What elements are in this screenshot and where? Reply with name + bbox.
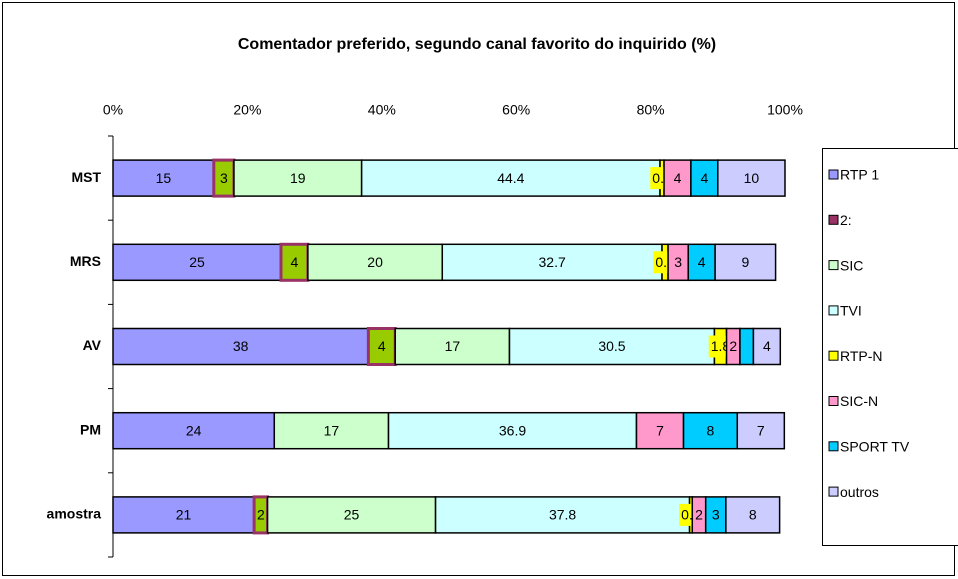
bar-segment — [717, 159, 786, 197]
data-label: 4 — [674, 170, 682, 186]
legend-label: 2: — [840, 212, 852, 228]
bar-segment — [687, 243, 716, 282]
y-tick-label: AV — [83, 337, 102, 353]
x-tick-label: 60% — [502, 102, 530, 118]
data-label: 8 — [749, 507, 757, 523]
data-label: 8 — [707, 422, 715, 438]
data-label: 21 — [176, 507, 192, 523]
data-label: 2 — [257, 507, 265, 523]
legend-swatch — [828, 396, 839, 406]
bar-segment — [714, 243, 777, 282]
x-tick-label: 40% — [368, 102, 396, 118]
bar-segment — [736, 411, 786, 450]
bar-segment — [682, 411, 739, 450]
bar-segment — [441, 243, 663, 282]
data-label: 3 — [220, 170, 228, 186]
legend-label: TVI — [840, 303, 862, 319]
x-tick-label: 80% — [637, 102, 665, 118]
data-label: 4 — [291, 254, 299, 270]
data-label: 32.7 — [539, 254, 566, 270]
data-label: 20 — [367, 254, 383, 270]
bar-segment — [434, 496, 691, 534]
legend-swatch — [828, 214, 839, 225]
data-label: 7 — [757, 422, 765, 438]
data-label: 3 — [674, 254, 682, 270]
bar-segment — [725, 496, 781, 534]
legend-label: outros — [840, 484, 879, 500]
data-label: 44.4 — [497, 170, 524, 186]
data-label: 30.5 — [598, 338, 625, 354]
y-tick-label: MST — [71, 169, 101, 185]
y-tick-label: PM — [80, 421, 101, 437]
bar-segment — [387, 411, 638, 450]
bar-segment — [307, 243, 444, 282]
data-label: 24 — [186, 422, 202, 438]
legend-label: SIC — [840, 257, 863, 273]
y-tick-label: MRS — [70, 253, 101, 269]
legend-swatch — [828, 486, 839, 497]
data-label: 7 — [656, 422, 664, 438]
bar-segment — [112, 496, 255, 534]
bar-segment — [635, 411, 685, 450]
legend-label: RTP-N — [840, 348, 883, 364]
chart-title: Comentador preferido, segundo canal favo… — [238, 36, 716, 53]
bar-segment — [279, 242, 310, 282]
legend-swatch — [828, 305, 839, 316]
legend-label: SPORT TV — [840, 439, 910, 455]
bar-segment — [690, 159, 719, 197]
data-label: 10 — [744, 170, 760, 186]
data-label: 36.9 — [499, 422, 526, 438]
legend-label: RTP 1 — [840, 167, 879, 183]
data-label: 1.8 — [711, 338, 731, 354]
data-label: 38 — [233, 338, 249, 354]
legend-swatch — [828, 350, 839, 361]
bar-segment — [273, 411, 390, 450]
data-label: 15 — [156, 170, 172, 186]
legend-swatch — [828, 260, 839, 271]
bar-segment — [752, 327, 782, 366]
bar-segment — [739, 327, 755, 366]
bar-segment — [394, 327, 511, 366]
legend-frame — [822, 148, 958, 546]
data-label: 37.8 — [549, 507, 576, 523]
bar-segment — [366, 327, 397, 366]
bar-segment — [360, 159, 661, 197]
legend-swatch — [828, 441, 839, 452]
bar-segment — [112, 327, 370, 366]
bar-segment — [266, 496, 437, 534]
data-label: 19 — [290, 170, 306, 186]
x-tick-label: 100% — [767, 102, 803, 118]
data-label: 3 — [712, 507, 720, 523]
data-label: 25 — [189, 254, 205, 270]
y-tick-label: amostra — [47, 506, 102, 522]
x-tick-label: 20% — [233, 102, 261, 118]
bar-segment — [112, 159, 215, 197]
data-label: 4 — [700, 170, 708, 186]
data-label: 2 — [695, 507, 703, 523]
data-label: 4 — [698, 254, 706, 270]
x-tick-label: 0% — [103, 102, 123, 118]
data-label: 9 — [741, 254, 749, 270]
bar-segment — [112, 243, 282, 282]
data-label: 4 — [378, 338, 386, 354]
legend-swatch — [828, 169, 839, 180]
data-label: 17 — [445, 338, 461, 354]
data-label: 2 — [729, 338, 737, 354]
data-label: 4 — [763, 338, 771, 354]
data-label: 25 — [344, 507, 360, 523]
legend-label: SIC-N — [840, 393, 878, 409]
data-label: 17 — [324, 422, 340, 438]
